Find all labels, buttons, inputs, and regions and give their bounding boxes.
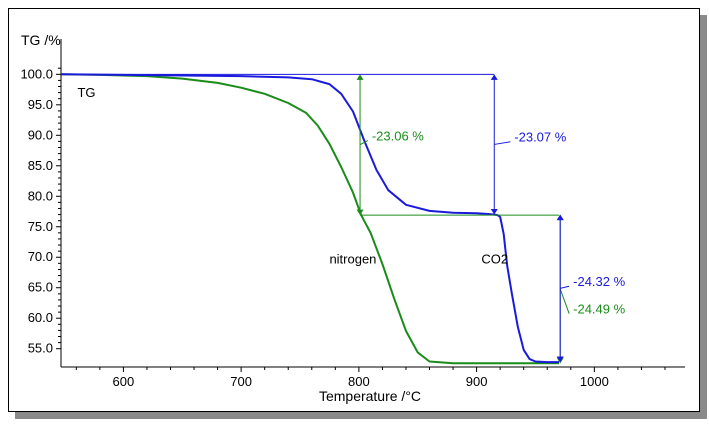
y-tick-label: 80.0: [28, 188, 53, 203]
x-axis-title: Temperature /°C: [319, 388, 421, 404]
chart-frame: 55.0 60.0 65.0 70.0 75.0 80.0 85.0 90.0 95.0 100.…: [8, 8, 700, 412]
y-tick-label: 55.0: [28, 341, 53, 356]
arrow-head: [556, 356, 564, 363]
x-tick-label: 1000: [580, 374, 609, 389]
annotation-label: -23.06 %: [372, 129, 424, 144]
annotation-label: -23.07 %: [514, 130, 566, 145]
y-tick-label: 95.0: [28, 97, 53, 112]
x-tick-label: 600: [113, 374, 135, 389]
series-line-nitrogen: [60, 73, 559, 365]
annotation-label: nitrogen: [329, 252, 376, 267]
series-layer: [60, 73, 559, 365]
label-leader: [359, 140, 369, 146]
annotation-label: -24.49 %: [573, 302, 625, 317]
y-tick-label: 75.0: [28, 219, 53, 234]
y-tick-label: 85.0: [28, 158, 53, 173]
x-tick-label: 800: [348, 374, 370, 389]
arrow-head: [490, 208, 498, 215]
y-tick-label: 70.0: [28, 249, 53, 264]
y-tick-label: 90.0: [28, 127, 53, 142]
y-tick-label: 65.0: [28, 280, 53, 295]
x-tick-label: 700: [230, 374, 252, 389]
series-line-co2: [60, 73, 559, 364]
arrow-head: [356, 209, 364, 216]
tg-chart: 55.0 60.0 65.0 70.0 75.0 80.0 85.0 90.0 95.0 100.…: [20, 32, 685, 404]
y-axis-title: TG /%: [21, 32, 61, 48]
axes: 55.0 60.0 65.0 70.0 75.0 80.0 85.0 90.0 95.0 100.…: [20, 39, 685, 389]
label-leader: [559, 288, 570, 314]
y-tick-label: 60.0: [28, 310, 53, 325]
annotation-label: TG: [77, 85, 95, 100]
arrow-head: [356, 74, 364, 80]
annotation-label: CO2: [481, 252, 508, 267]
arrow-head: [490, 74, 498, 80]
label-leader: [494, 141, 511, 145]
annotation-label: -24.32 %: [573, 274, 625, 289]
step-markers: [61, 73, 570, 364]
label-leader: [560, 285, 570, 289]
arrow-head: [556, 214, 564, 221]
annotations: TG nitrogen CO2 -23.06 % -23.07 % -24.32 % -24…: [77, 85, 625, 316]
x-tick-label: 900: [466, 374, 488, 389]
y-tick-label: 100.0: [20, 66, 53, 81]
